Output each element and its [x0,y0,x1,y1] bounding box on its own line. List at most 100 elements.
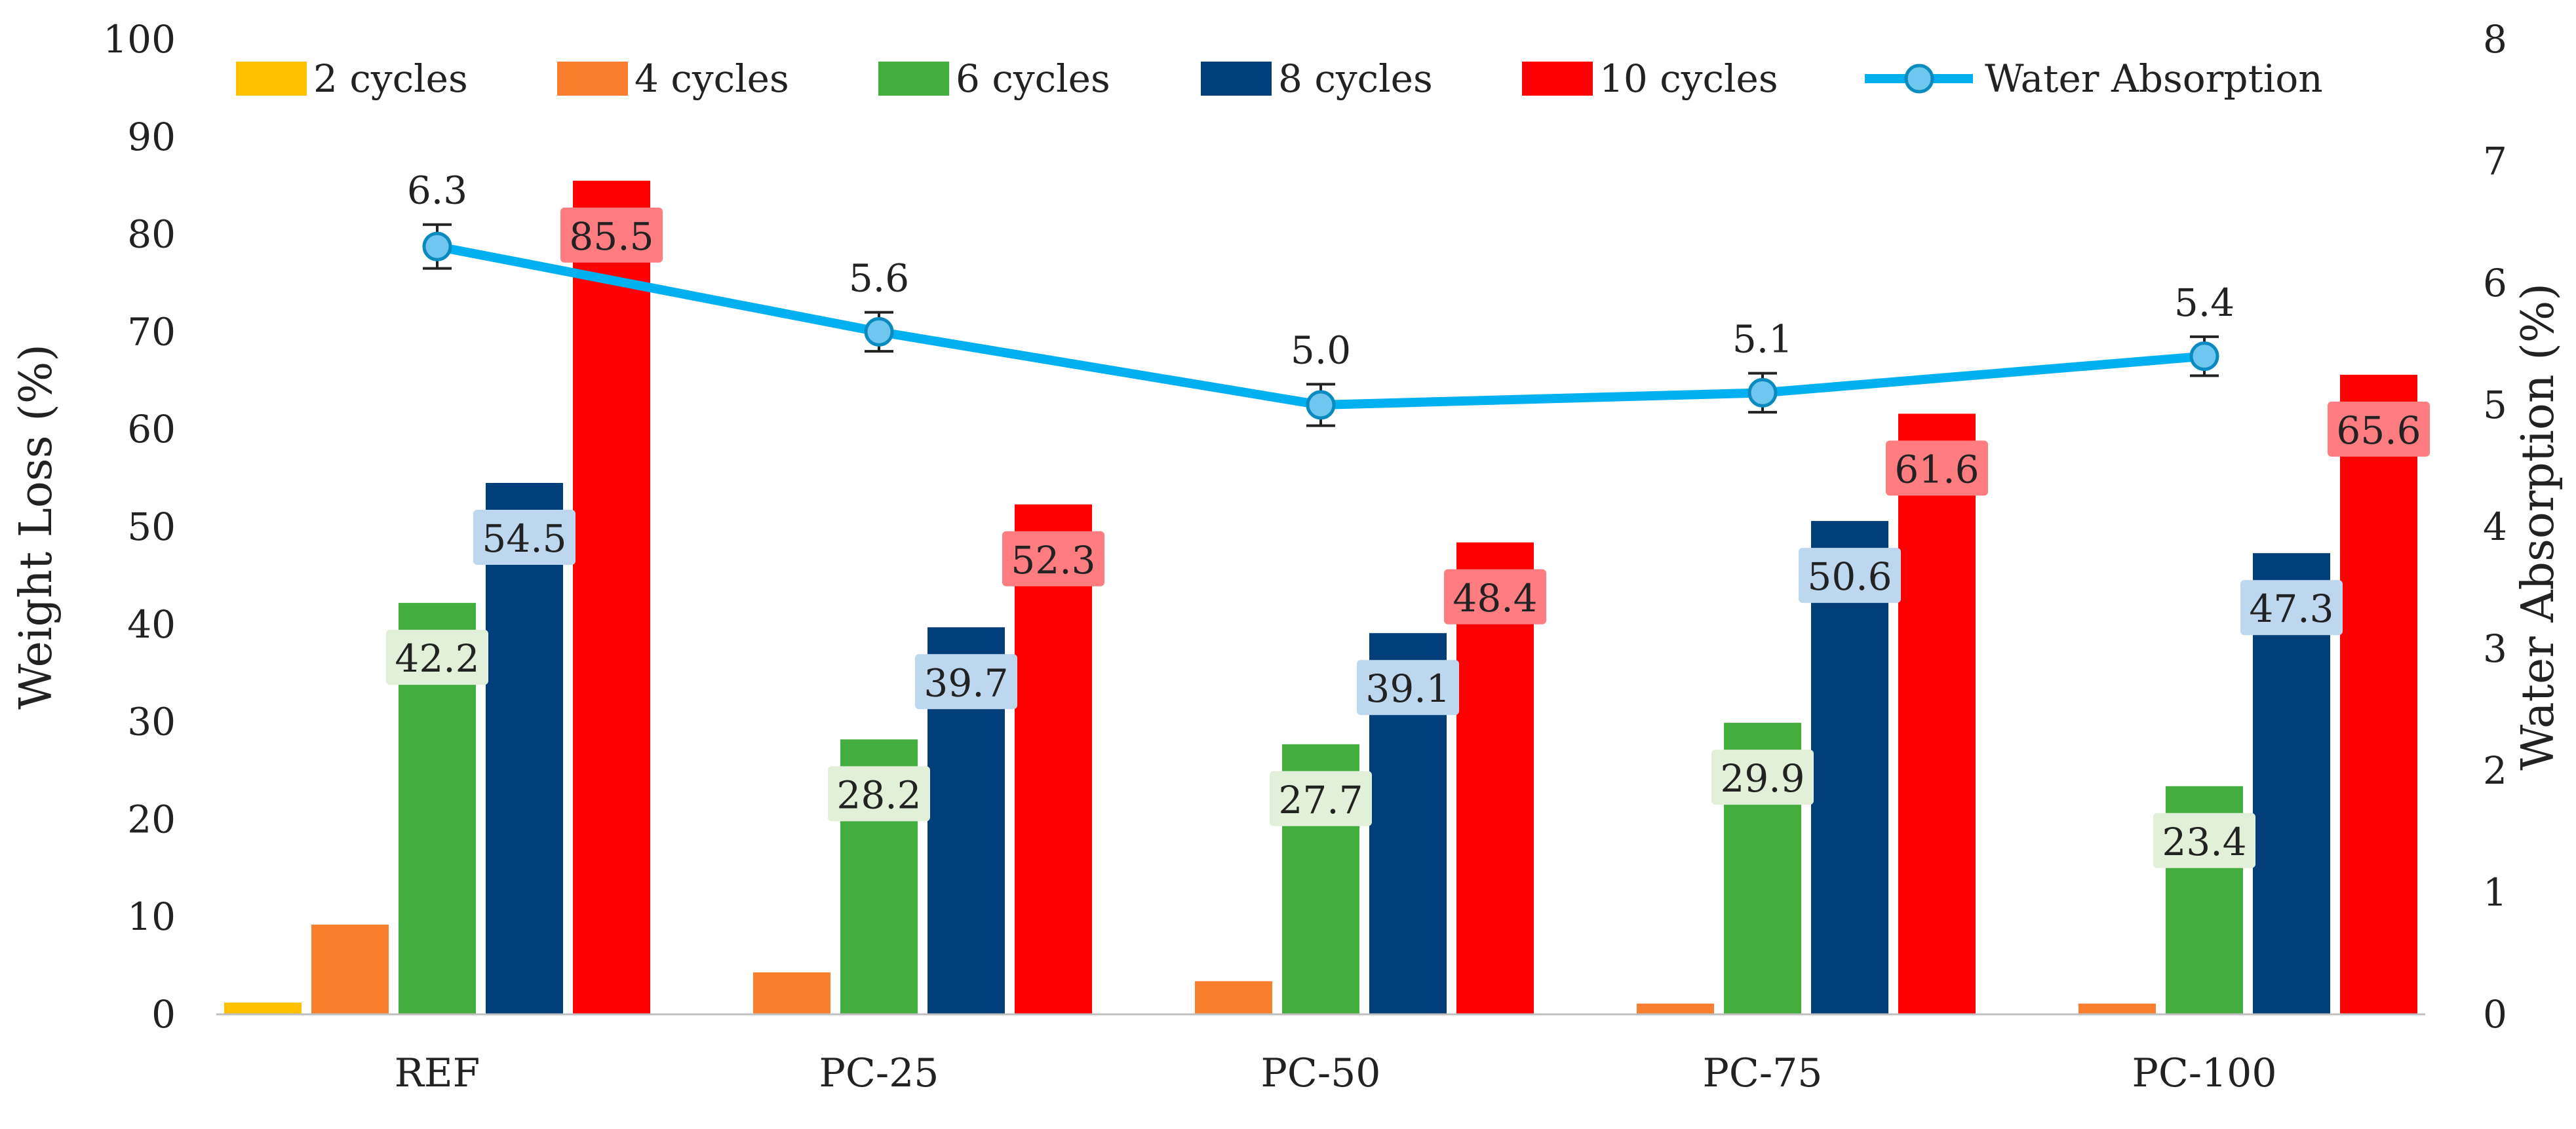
data-label-group: 39.1 [1357,660,1459,716]
data-label: 47.3 [2249,586,2333,631]
water-absorption-label: 5.6 [849,256,909,301]
data-label-bg [1002,531,1104,586]
data-label-bg [1444,569,1546,624]
y-right-tick-label: 0 [2483,992,2507,1037]
x-tick-label: REF [395,1050,480,1096]
plot-area: 42.2 28.2 27.7 29.9 23.4 54.5 39.7 39.1 50.6 47.3… [224,168,2430,1014]
data-label: 50.6 [1807,554,1892,599]
bar-2-cycles-REF [224,1003,302,1014]
data-label-group: 28.2 [828,766,930,822]
legend-swatch-water-absorption-marker [1904,64,1934,94]
y-axis-title: Weight Loss (%) [10,344,62,710]
legend-label: 2 cycles [313,56,468,101]
y-right-tick-label: 6 [2483,261,2507,305]
bar-4-cycles-PC-75 [1637,1003,1714,1014]
y-tick-label: 10 [127,894,176,939]
y-tick-label: 80 [127,212,176,257]
data-label: 29.9 [1720,756,1805,801]
data-label-group: 85.5 [560,207,663,263]
water-absorption-marker [422,231,452,261]
data-label: 65.6 [2336,408,2421,453]
x-tick-label: PC-75 [1703,1050,1823,1096]
y-right-tick-label: 1 [2483,870,2507,915]
y-tick-label: 70 [127,309,176,354]
y-right-tick-label: 4 [2483,505,2507,549]
y-right-axis-title: Water Absorption (%) [2512,283,2564,771]
data-label-group: 47.3 [2240,580,2343,636]
data-label-group: 61.6 [1886,440,1988,496]
legend-swatch-2-cycles [236,62,307,96]
y-right-tick-label: 7 [2483,139,2507,183]
data-label: 54.5 [482,516,566,561]
data-label-bg [2328,401,2430,457]
legend-label: 4 cycles [634,56,789,101]
data-label-group: 54.5 [473,510,576,565]
bar-10-cycles-PC-75 [1898,413,1976,1014]
y-right-tick-label: 5 [2483,383,2507,427]
bar-4-cycles-PC-25 [753,972,830,1014]
data-label-bg [1357,660,1459,716]
legend: 2 cycles 4 cycles 6 cycles 8 cycles 10 cycle… [236,56,2323,101]
legend-label: 6 cycles [956,56,1110,101]
data-label-bg [2153,813,2255,868]
y-tick-label: 100 [103,17,176,62]
data-label: 39.1 [1365,666,1450,711]
water-absorption-marker [1747,377,1778,408]
y-tick-label: 40 [127,602,176,647]
data-label-bg [915,654,1017,710]
data-label-group: 29.9 [1711,750,1814,805]
data-label-group: 27.7 [1270,771,1372,826]
data-label-bg [473,510,576,565]
data-label-bg [1799,548,1901,603]
bar-4-cycles-PC-50 [1195,981,1272,1014]
y-right-tick-label: 2 [2483,748,2507,793]
y-tick-label: 0 [151,992,176,1037]
bar-8-cycles-REF [486,483,563,1014]
bar-4-cycles-PC-100 [2078,1003,2156,1014]
water-absorption-label: 5.1 [1732,317,1793,362]
data-label-bg [828,766,930,822]
bar-10-cycles-REF [573,180,650,1014]
bar-4-cycles-REF [311,925,389,1014]
data-label-group: 52.3 [1002,531,1104,586]
data-label: 42.2 [395,636,479,681]
legend-swatch-6-cycles [878,62,949,96]
data-label-group: 50.6 [1799,548,1901,603]
water-absorption-label: 5.0 [1291,328,1351,372]
legend-label: 10 cycles [1599,56,1778,101]
water-absorption-label: 5.4 [2174,280,2234,325]
data-label-bg [2240,580,2343,636]
legend-swatch-10-cycles [1522,62,1593,96]
data-label-group: 39.7 [915,654,1017,710]
y-right-tick-label: 3 [2483,626,2507,671]
bar-10-cycles-PC-100 [2340,374,2417,1014]
y-tick-label: 50 [127,505,176,549]
legend-swatch-8-cycles [1201,62,1272,96]
bar-10-cycles-PC-25 [1015,504,1092,1014]
x-tick-label: PC-100 [2132,1050,2276,1096]
bar-8-cycles-PC-75 [1811,521,1888,1014]
legend-swatch-4-cycles [557,62,628,96]
data-label-bg [560,207,663,263]
data-label: 85.5 [569,214,654,259]
data-label-bg [1886,440,1988,496]
y-tick-label: 60 [127,407,176,451]
data-label-group: 42.2 [386,630,488,685]
y-right-tick-label: 8 [2483,17,2507,62]
water-absorption-marker [1306,390,1336,420]
water-absorption-label: 6.3 [407,168,467,213]
legend-label: 8 cycles [1278,56,1433,101]
data-label: 52.3 [1011,538,1095,583]
data-label-group: 23.4 [2153,813,2255,868]
y-tick-label: 30 [127,700,176,744]
data-label-group: 65.6 [2328,401,2430,457]
data-label-bg [386,630,488,685]
axes: REF PC-25 PC-50 PC-75 PC-1000102030405060708… [10,17,2564,1096]
data-label-bg [1711,750,1814,805]
data-label: 48.4 [1453,576,1537,621]
x-tick-label: PC-50 [1261,1050,1381,1096]
data-label-bg [1270,771,1372,826]
data-label: 27.7 [1278,778,1363,822]
data-label: 28.2 [836,773,921,817]
